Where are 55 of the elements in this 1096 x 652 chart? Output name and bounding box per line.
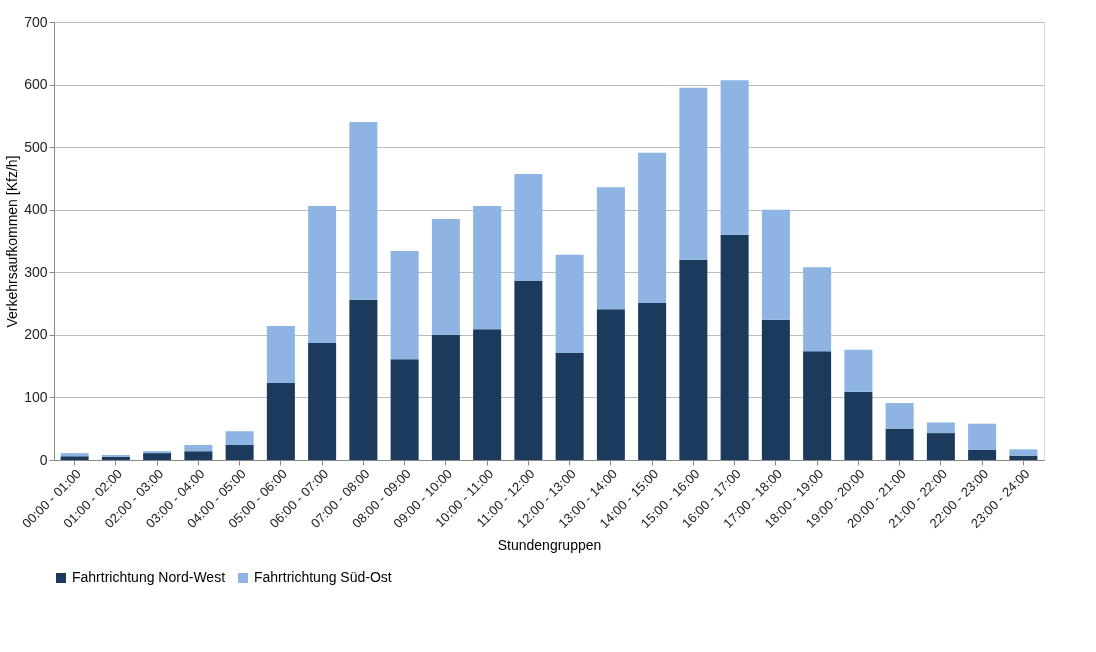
bar <box>885 428 914 460</box>
bar <box>926 433 955 460</box>
bar <box>596 309 625 460</box>
bar <box>555 254 584 353</box>
bar <box>390 251 419 360</box>
bar <box>679 259 708 460</box>
y-tick-label: 0 <box>39 451 48 468</box>
bar <box>1009 455 1038 460</box>
bar <box>1009 449 1038 456</box>
bar <box>225 444 254 460</box>
bar <box>761 209 790 320</box>
bar <box>968 449 997 460</box>
y-tick-label: 100 <box>24 388 48 405</box>
bar <box>266 326 295 384</box>
bar <box>885 403 914 429</box>
y-tick-label: 400 <box>24 201 48 218</box>
bar <box>514 281 543 460</box>
bar <box>431 219 460 335</box>
bar <box>638 152 667 303</box>
bar <box>720 80 749 235</box>
bar <box>184 451 213 460</box>
bar <box>844 349 873 392</box>
bar <box>308 205 337 343</box>
bar <box>803 267 832 352</box>
bar <box>761 319 790 460</box>
bar <box>803 351 832 460</box>
y-tick-label: 500 <box>24 138 48 155</box>
legend-label: Fahrtrichtung Süd-Ost <box>254 569 392 585</box>
y-tick-label: 300 <box>24 263 48 280</box>
bar <box>926 422 955 434</box>
bar <box>555 353 584 460</box>
bar <box>390 359 419 460</box>
bar <box>266 383 295 460</box>
bar <box>679 87 708 260</box>
y-tick-label: 600 <box>24 76 48 93</box>
bar <box>308 342 337 460</box>
bar <box>514 174 543 282</box>
legend-label: Fahrtrichtung Nord-West <box>72 569 226 585</box>
bar <box>349 122 378 300</box>
bar <box>638 302 667 460</box>
bar <box>596 187 625 310</box>
bar <box>473 205 502 330</box>
bar <box>184 444 213 452</box>
bar <box>349 299 378 460</box>
bar <box>844 391 873 460</box>
bar <box>225 431 254 445</box>
bar <box>431 334 460 460</box>
bar <box>968 423 997 450</box>
y-tick-label: 200 <box>24 326 48 343</box>
y-axis-title: Verkehrsaufkommen [Kfz/h] <box>4 155 21 328</box>
x-axis-title: Stundengruppen <box>497 536 602 553</box>
y-tick-label: 700 <box>24 13 48 30</box>
bar <box>720 234 749 460</box>
bar <box>473 329 502 460</box>
bar <box>143 453 172 460</box>
